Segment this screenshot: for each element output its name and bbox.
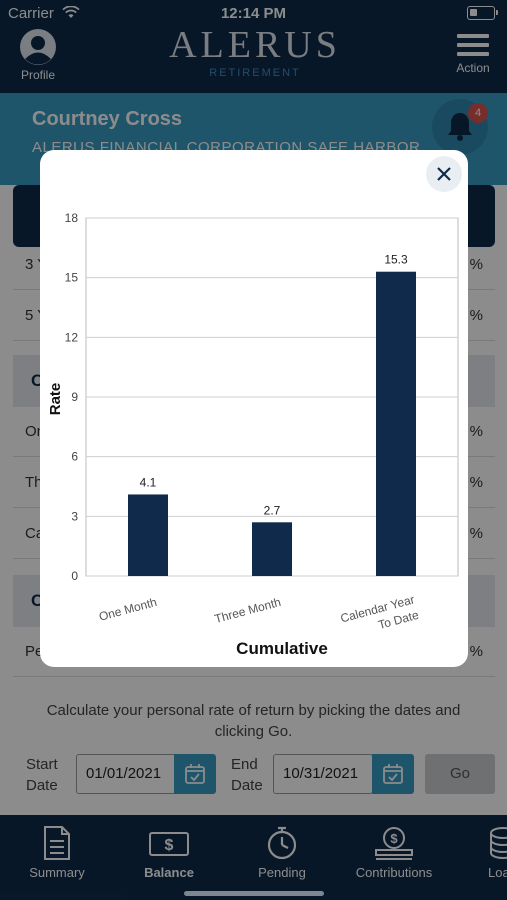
action-label: Action bbox=[456, 61, 490, 75]
data-label: 2.7 bbox=[264, 503, 281, 517]
logo-text: ALERUS bbox=[169, 24, 341, 66]
user-icon bbox=[20, 29, 56, 65]
carrier-label: Carrier bbox=[8, 5, 54, 22]
tab-summary[interactable]: Summary bbox=[7, 825, 107, 880]
y-tick-label: 12 bbox=[65, 330, 79, 344]
y-tick-label: 3 bbox=[71, 509, 78, 523]
clock: 12:14 PM bbox=[220, 5, 287, 22]
calendar-icon bbox=[185, 764, 205, 784]
start-date-calendar-button[interactable] bbox=[174, 754, 216, 794]
bell-icon bbox=[448, 113, 472, 141]
coins-stack-icon bbox=[490, 827, 507, 859]
rate-row: Pe % bbox=[13, 627, 495, 677]
go-button[interactable]: Go bbox=[425, 754, 495, 794]
home-indicator bbox=[184, 891, 324, 896]
data-label: 15.3 bbox=[384, 253, 408, 267]
x-tick-label: Calendar YearTo Date bbox=[339, 592, 421, 641]
y-tick-label: 9 bbox=[71, 390, 78, 404]
tab-label: Pending bbox=[258, 865, 306, 880]
y-tick-label: 18 bbox=[65, 211, 79, 225]
notification-badge: 4 bbox=[468, 103, 488, 123]
bar bbox=[128, 494, 168, 576]
status-bar: Carrier 12:14 PM bbox=[0, 0, 507, 28]
y-tick-label: 0 bbox=[71, 569, 78, 583]
calendar-icon bbox=[383, 764, 403, 784]
x-tick-label: One Month bbox=[97, 595, 158, 624]
profile-label: Profile bbox=[20, 68, 55, 82]
svg-text:$: $ bbox=[390, 831, 398, 846]
y-tick-label: 6 bbox=[71, 450, 78, 464]
bar bbox=[376, 271, 416, 576]
start-date-label: Start Date bbox=[26, 756, 58, 794]
tab-label: Loa bbox=[488, 865, 507, 880]
rate-bar-chart: 0 3 6 9 12 15 18 4.1 One Month 2.7 Three Month 15.3… bbox=[47, 211, 459, 658]
data-label: 4.1 bbox=[140, 475, 157, 489]
x-tick-label: Three Month bbox=[213, 595, 282, 626]
tab-label: Summary bbox=[29, 865, 85, 880]
close-button[interactable] bbox=[426, 156, 462, 192]
logo-subtext: RETIREMENT bbox=[209, 67, 301, 79]
bottom-tab-bar: Summary $ Balance Pending $ Contribution… bbox=[0, 815, 507, 900]
action-menu-button[interactable]: Action bbox=[453, 34, 493, 75]
tab-label: Balance bbox=[144, 865, 194, 880]
app-header: Carrier 12:14 PM Profile ALERUS RETIREME… bbox=[0, 0, 507, 93]
coin-hand-icon: $ bbox=[375, 827, 413, 860]
svg-text:$: $ bbox=[165, 837, 174, 854]
x-axis-title: Cumulative bbox=[236, 639, 328, 658]
end-date-label: End Date bbox=[231, 756, 263, 794]
tab-label: Contributions bbox=[355, 865, 433, 880]
alerus-logo: ALERUS RETIREMENT bbox=[150, 25, 360, 79]
stopwatch-icon bbox=[267, 826, 297, 860]
calculate-instructions: Calculate your personal rate of return b… bbox=[46, 702, 461, 740]
bar bbox=[252, 522, 292, 576]
tab-contributions[interactable]: $ Contributions bbox=[344, 825, 444, 880]
close-icon bbox=[437, 167, 451, 181]
participant-name: Courtney Cross bbox=[32, 108, 183, 130]
end-date-input[interactable]: 10/31/2021 bbox=[273, 754, 373, 794]
tab-loans[interactable]: Loa bbox=[456, 825, 507, 880]
y-tick-label: 15 bbox=[65, 271, 79, 285]
y-axis-title: Rate bbox=[47, 383, 64, 416]
profile-button[interactable]: Profile bbox=[16, 28, 60, 82]
end-date-calendar-button[interactable] bbox=[372, 754, 414, 794]
document-icon bbox=[44, 826, 70, 860]
notifications-button[interactable]: 4 bbox=[432, 99, 488, 155]
wifi-icon bbox=[62, 5, 80, 23]
dollar-bill-icon: $ bbox=[149, 832, 189, 856]
tab-pending[interactable]: Pending bbox=[232, 825, 332, 880]
tab-balance[interactable]: $ Balance bbox=[119, 825, 219, 880]
rate-chart-modal: 0 3 6 9 12 15 18 4.1 One Month 2.7 Three Month 15.3… bbox=[40, 150, 468, 667]
hamburger-icon bbox=[453, 34, 493, 56]
battery-icon bbox=[467, 6, 498, 20]
